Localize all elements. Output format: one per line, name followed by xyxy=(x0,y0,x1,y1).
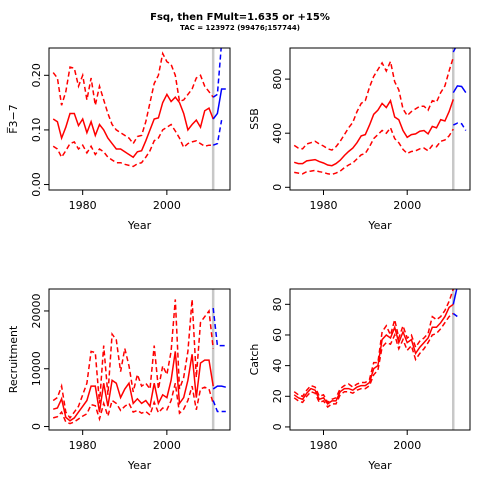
y-tick-label-catch-3: 60 xyxy=(271,328,284,342)
series-line-ssb-historic-upper xyxy=(293,57,455,151)
x-axis-label-ssb: Year xyxy=(367,219,392,232)
figure-title: Fsq, then FMult=1.635 or +15% xyxy=(150,12,330,23)
series-line-ssb-historic-median xyxy=(293,98,455,167)
x-axis-label-catch: Year xyxy=(367,459,392,472)
series-line-fbar-projection-lower xyxy=(212,119,223,146)
figure-subtitle: TAC = 123972 (99476;157744) xyxy=(180,24,300,32)
plot-frame-fbar xyxy=(48,47,231,191)
series-line-catch-projection-median xyxy=(452,289,458,305)
y-axis-label-catch: Catch xyxy=(248,344,261,376)
series-line-catch-historic-median xyxy=(293,303,454,405)
series-line-ssb-projection-upper xyxy=(452,48,457,53)
y-tick-label-fbar-2: 0.20 xyxy=(30,63,43,88)
y-tick-label-catch-4: 80 xyxy=(271,297,284,311)
series-line-recruitment-historic-median xyxy=(52,351,214,422)
series-line-catch-historic-lower xyxy=(293,312,454,409)
y-tick-label-recruitment-1: 10000 xyxy=(30,351,43,386)
series-line-recruitment-historic-lower xyxy=(52,383,214,425)
x-tick-label-ssb-0: 1980 xyxy=(309,199,337,212)
x-tick-label-fbar-1: 2000 xyxy=(153,199,181,212)
x-tick-label-catch-1: 2000 xyxy=(393,439,421,452)
series-line-catch-historic-upper xyxy=(293,289,455,404)
series-line-recruitment-historic-upper xyxy=(52,299,214,420)
y-tick-label-catch-1: 20 xyxy=(271,389,284,403)
series-line-ssb-historic-lower xyxy=(294,126,454,176)
series-line-fbar-historic-lower xyxy=(52,123,214,168)
x-axis-label-fbar: Year xyxy=(127,219,152,232)
series-line-fbar-historic-median xyxy=(52,92,214,159)
y-tick-label-catch-2: 40 xyxy=(271,359,284,373)
y-tick-label-ssb-0: 0 xyxy=(271,184,284,191)
series-line-fbar-historic-upper xyxy=(52,51,214,145)
panel-catch: 1980 2000 0 20 40 60 80 Year Catch xyxy=(248,288,471,472)
y-tick-label-catch-0: 0 xyxy=(271,423,284,430)
y-axis-label-fbar: F̅3−7 xyxy=(7,104,20,134)
x-tick-label-recruitment-1: 2000 xyxy=(153,439,181,452)
series-line-catch-projection-upper xyxy=(453,289,455,290)
y-axis-label-recruitment: Recruitment xyxy=(7,325,20,393)
series-line-fbar-projection-median xyxy=(212,88,226,120)
y-tick-label-ssb-2: 800 xyxy=(271,69,284,90)
panel-fbar: 1980 2000 0.00 0.10 0.20 Year F̅3−7 xyxy=(7,47,231,232)
y-tick-label-fbar-0: 0.00 xyxy=(30,172,43,197)
y-tick-label-recruitment-2: 20000 xyxy=(30,293,43,328)
series-line-recruitment-projection-lower xyxy=(212,400,226,413)
series-line-ssb-projection-lower xyxy=(452,122,467,131)
plot-frame-ssb xyxy=(289,47,471,191)
y-tick-label-ssb-1: 400 xyxy=(271,123,284,144)
series-line-ssb-projection-median xyxy=(452,85,467,94)
series-line-recruitment-projection-upper xyxy=(212,308,226,347)
y-tick-label-recruitment-0: 0 xyxy=(30,423,43,430)
x-tick-label-fbar-0: 1980 xyxy=(69,199,97,212)
series-line-recruitment-projection-median xyxy=(212,385,226,390)
plot-frame-catch xyxy=(289,288,471,431)
plot-frame-recruitment xyxy=(48,288,231,431)
y-axis-label-ssb: SSB xyxy=(248,108,261,130)
x-tick-label-recruitment-0: 1980 xyxy=(69,439,97,452)
x-tick-label-catch-0: 1980 xyxy=(309,439,337,452)
panel-ssb: 1980 2000 0 400 800 Year SSB xyxy=(248,47,471,232)
y-tick-label-fbar-1: 0.10 xyxy=(30,118,43,143)
x-tick-label-ssb-1: 2000 xyxy=(393,199,421,212)
series-line-catch-projection-lower xyxy=(452,312,458,318)
x-axis-label-recruitment: Year xyxy=(127,459,152,472)
series-line-fbar-projection-upper xyxy=(212,48,222,98)
